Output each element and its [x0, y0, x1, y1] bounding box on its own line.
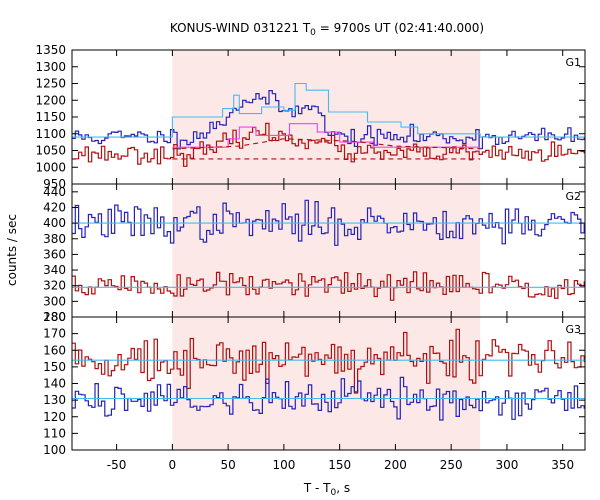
y-tick-label: 1050: [35, 144, 66, 158]
y-tick-label: 340: [43, 263, 66, 277]
x-tick-label: 300: [495, 458, 518, 472]
x-tick-label: 100: [272, 458, 295, 472]
shaded-interval: [172, 50, 481, 184]
x-tick-label: 150: [328, 458, 351, 472]
x-tick-label: 50: [220, 458, 235, 472]
x-axis-label-subscript: 0: [331, 488, 337, 498]
x-axis-label-main: T - T: [303, 481, 331, 495]
series-line-1: [72, 328, 585, 394]
y-tick-label: 1250: [35, 77, 66, 91]
series-line-2: [72, 122, 585, 167]
y-tick-label: 440: [43, 185, 66, 199]
panel-plot-area: [72, 328, 585, 421]
panel-plot-area: [72, 199, 585, 301]
shaded-interval: [172, 184, 481, 317]
panel-g1: 950 1000 1050 1100 1150 1200 1250 1300 1350 G1: [35, 43, 586, 191]
series-line-2: [72, 376, 585, 421]
y-tick-label: 380: [43, 232, 66, 246]
y-tick-label: 320: [43, 279, 66, 293]
y-tick-label: 160: [43, 343, 66, 357]
y-tick-label: 300: [43, 294, 66, 308]
y-tick-label: 1300: [35, 60, 66, 74]
y-tick-label: 180: [43, 310, 66, 324]
x-tick-label: 0: [169, 458, 177, 472]
fit-line-3: [172, 138, 481, 150]
y-tick-label: 400: [43, 216, 66, 230]
y-tick-label: 950: [43, 177, 66, 191]
chart-title: KONUS-WIND 031221 T0 = 9700s UT (02:41:4…: [170, 21, 484, 38]
y-tick-label: 140: [43, 377, 66, 391]
y-tick-label: 360: [43, 247, 66, 261]
y-tick-label: 1150: [35, 110, 66, 124]
x-tick-label: 350: [551, 458, 574, 472]
y-tick-label: 120: [43, 410, 66, 424]
y-tick-label: 1350: [35, 43, 66, 57]
chart-title-main: KONUS-WIND 031221 T: [170, 21, 311, 35]
series-line-1: [72, 199, 585, 246]
panel-label: G3: [565, 323, 581, 336]
shaded-interval: [172, 317, 481, 450]
panel-label: G1: [565, 56, 581, 69]
x-tick-label: 200: [384, 458, 407, 472]
y-tick-label: 170: [43, 327, 66, 341]
y-axis-label: counts / sec: [5, 214, 19, 286]
chart-title-subscript: 0: [310, 28, 316, 38]
y-tick-label: 1200: [35, 93, 66, 107]
y-tick-label: 1000: [35, 160, 66, 174]
series-line-2: [72, 271, 585, 301]
x-axis-label: T - T0, s: [303, 481, 350, 498]
x-axis-label-rest: , s: [336, 481, 350, 495]
y-tick-label: 280: [43, 310, 66, 324]
panel-g3: 100 110 120 130 140 150 160 170 180 G3: [43, 310, 586, 457]
panel-label: G2: [565, 190, 581, 203]
y-tick-label: 150: [43, 360, 66, 374]
chart-title-rest: = 9700s UT (02:41:40.000): [316, 21, 484, 35]
y-tick-label: 130: [43, 393, 66, 407]
fit-line-1: [72, 82, 585, 138]
y-tick-label: 420: [43, 200, 66, 214]
y-tick-label: 110: [43, 426, 66, 440]
panels-group: 95010001050110011501200125013001350G1280…: [35, 43, 586, 472]
y-tick-label: 100: [43, 443, 66, 457]
x-tick-label: 250: [440, 458, 463, 472]
y-tick-label: 1100: [35, 127, 66, 141]
panel-plot-area: [72, 82, 585, 167]
x-tick-label: -50: [107, 458, 127, 472]
